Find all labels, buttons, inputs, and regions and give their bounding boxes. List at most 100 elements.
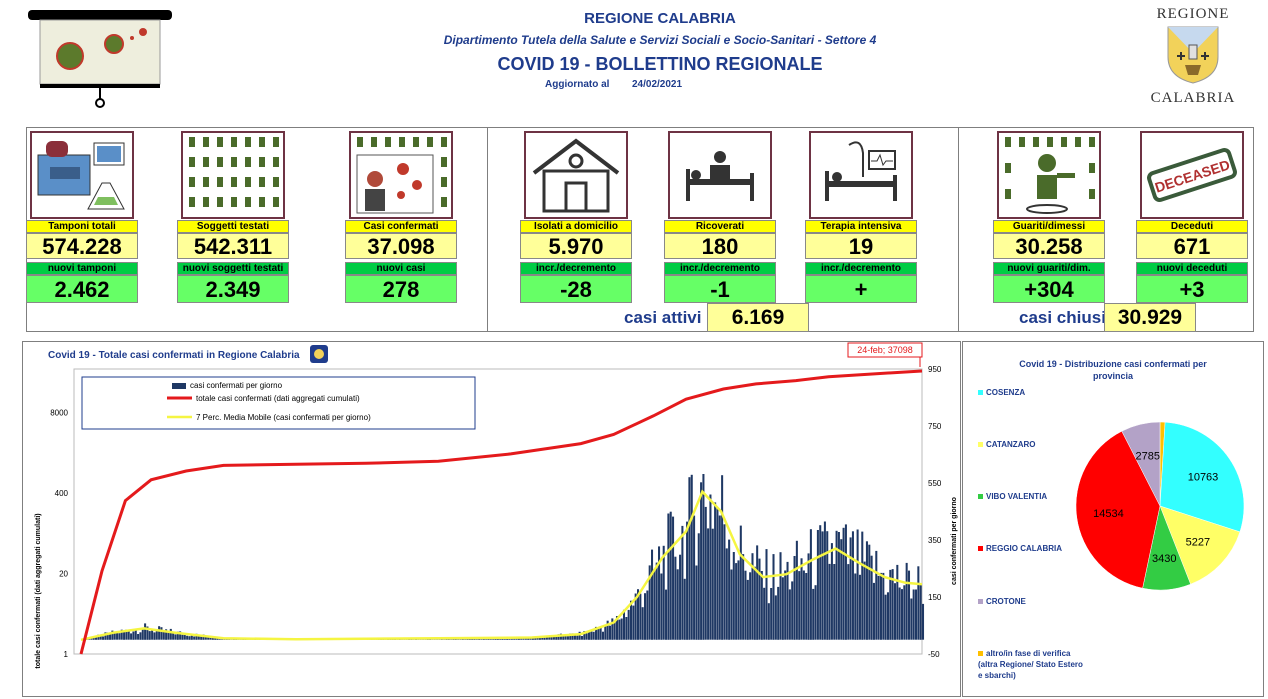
- legend-swatch: [978, 494, 983, 500]
- legend-swatch: [978, 546, 983, 552]
- daily-bar: [172, 632, 175, 640]
- daily-bar: [608, 625, 611, 640]
- left-tick-label: 20: [59, 569, 68, 578]
- daily-bar: [127, 631, 130, 640]
- daily-bar: [555, 636, 558, 640]
- right-tick-label: 550: [928, 479, 942, 488]
- daily-bar: [151, 630, 154, 640]
- card-label: Ricoverati: [664, 220, 776, 233]
- daily-bar: [861, 531, 864, 640]
- daily-bar: [830, 543, 833, 640]
- daily-bar: [214, 638, 217, 640]
- legend-label: REGGIO CALABRIA: [986, 544, 1062, 553]
- daily-bar: [606, 620, 609, 640]
- daily-bar: [667, 513, 670, 640]
- daily-bar: [611, 618, 614, 640]
- daily-bar: [576, 635, 579, 640]
- daily-bar: [200, 636, 203, 640]
- daily-bar: [891, 569, 894, 640]
- daily-bar: [735, 563, 738, 640]
- daily-bar: [109, 634, 112, 640]
- daily-bar: [912, 589, 915, 640]
- daily-bar: [573, 634, 576, 640]
- daily-bar: [104, 632, 107, 640]
- daily-bar: [765, 549, 768, 640]
- daily-bar: [753, 566, 756, 640]
- closed-cases-label: casi chiusi: [1019, 308, 1106, 327]
- legend-catanzaro: CATANZARO: [978, 440, 1035, 449]
- icu-bed-icon: [809, 131, 913, 219]
- daily-bar: [538, 637, 541, 640]
- card-value: 671: [1136, 233, 1248, 259]
- daily-bar: [847, 564, 850, 640]
- daily-bar: [676, 569, 679, 640]
- legend-label: CROTONE: [986, 597, 1026, 606]
- daily-bar: [658, 546, 661, 640]
- pie-slice-label: 10763: [1188, 472, 1219, 484]
- daily-bar: [870, 555, 873, 640]
- daily-bar: [758, 558, 761, 640]
- daily-bar: [618, 619, 621, 640]
- daily-bar: [590, 630, 593, 640]
- daily-bar: [155, 629, 158, 640]
- card-label: Casi confermati: [345, 220, 457, 233]
- daily-bar: [716, 507, 719, 640]
- daily-bar: [669, 511, 672, 640]
- cumulative-line: [79, 369, 923, 655]
- daily-bar: [587, 630, 590, 640]
- pie-chart-title: Covid 19 - Distribuzione casi confermati…: [1019, 359, 1207, 381]
- daily-bar: [791, 581, 794, 640]
- card-value: 574.228: [26, 233, 138, 259]
- daily-bar: [641, 607, 644, 640]
- daily-bar: [700, 482, 703, 640]
- daily-bar: [195, 633, 198, 640]
- daily-bar: [162, 631, 165, 640]
- daily-bar: [742, 554, 745, 640]
- pie-slice: [1159, 421, 1245, 533]
- virus-screen-icon: [28, 10, 172, 108]
- daily-bar: [683, 578, 686, 640]
- daily-bar: [826, 531, 829, 640]
- daily-bar: [113, 633, 116, 640]
- daily-bar: [662, 545, 665, 640]
- daily-bar: [627, 609, 630, 640]
- daily-bar: [760, 571, 763, 640]
- daily-bar: [837, 532, 840, 640]
- right-tick-label: 750: [928, 422, 942, 431]
- legend-label: CATANZARO: [986, 440, 1036, 449]
- daily-bar: [770, 588, 773, 640]
- house-icon: [524, 131, 628, 219]
- daily-bar: [646, 590, 649, 640]
- daily-bar: [674, 556, 677, 640]
- card-sub-value: +3: [1136, 275, 1248, 303]
- daily-bar: [907, 570, 911, 640]
- main-chart: 1 20 400 8000 -50 150 350 550 750 950 totale cas…: [35, 342, 958, 669]
- daily-bar: [893, 583, 897, 640]
- pie-slice: [1075, 430, 1161, 589]
- daily-bar: [183, 633, 186, 640]
- card-sub-value: 2.462: [26, 275, 138, 303]
- daily-bar: [90, 638, 93, 640]
- daily-bar: [167, 630, 170, 640]
- daily-bar: [569, 633, 572, 640]
- daily-bar: [781, 577, 784, 640]
- daily-bar: [92, 637, 95, 640]
- daily-bar: [693, 515, 696, 640]
- coat-of-arms-icon: [1167, 26, 1219, 84]
- daily-bar: [672, 516, 675, 640]
- daily-bar: [632, 605, 635, 640]
- daily-bar: [531, 637, 534, 640]
- card-sub-label: incr./decremento: [805, 262, 917, 275]
- card-value: 5.970: [520, 233, 632, 259]
- daily-bar: [644, 593, 647, 640]
- legend-swatch: [978, 442, 983, 448]
- daily-bar: [515, 638, 518, 640]
- daily-bar: [148, 631, 151, 640]
- daily-bar: [99, 634, 102, 640]
- daily-bar: [181, 634, 184, 640]
- left-tick-label: 400: [55, 489, 69, 498]
- legend-label: altro/in fase di verifica (altra Regione…: [978, 649, 1083, 680]
- card-sub-value: 2.349: [177, 275, 289, 303]
- virus-illustration: [26, 8, 176, 108]
- card-sub-label: incr./decremento: [664, 262, 776, 275]
